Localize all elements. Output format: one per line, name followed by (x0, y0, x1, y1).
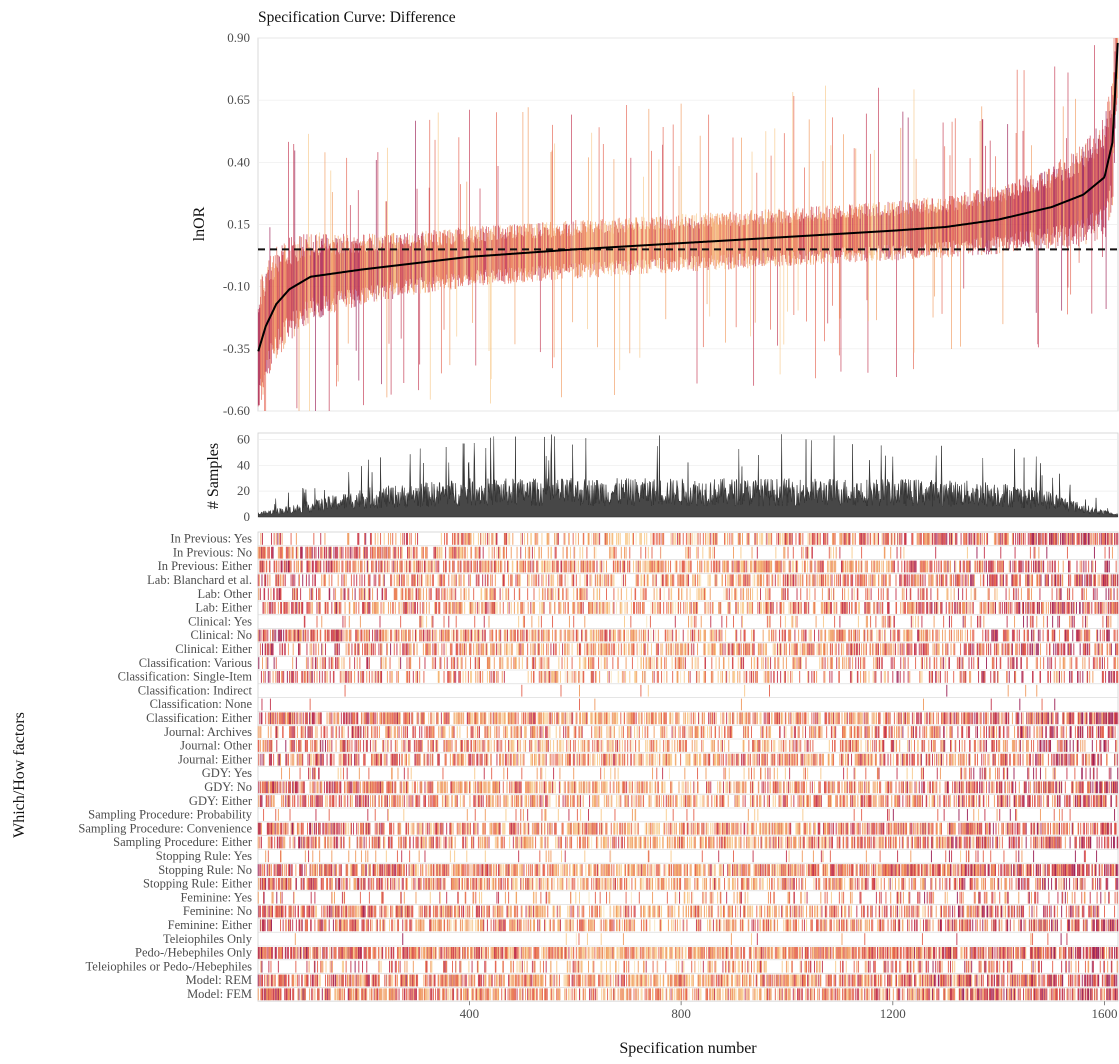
factor-label: In Previous: Yes (170, 532, 252, 546)
factor-label: Clinical: No (191, 628, 252, 642)
factor-label: Lab: Blanchard et al. (147, 573, 252, 587)
samples-axis-title: # Samples (205, 443, 222, 509)
samples-tick-label: 0 (244, 509, 251, 524)
estimate-tick-label: 0.40 (227, 154, 250, 169)
factor-label: In Previous: No (173, 545, 252, 559)
chart-title: Specification Curve: Difference (258, 9, 456, 26)
factors-axis-title: Which/How factors (11, 712, 28, 838)
factor-label: Lab: Either (195, 601, 252, 615)
factor-label: Lab: Other (198, 587, 253, 601)
x-axis-title: Specification number (619, 1040, 757, 1057)
estimate-tick-label: 0.90 (227, 30, 250, 45)
estimate-axis-title: lnOR (191, 206, 208, 241)
factor-label: In Previous: Either (158, 559, 253, 573)
estimate-panel: -0.60 -0.35 -0.10 0.15 0.40 0.65 0.90 (223, 30, 1118, 418)
samples-tick-label: 60 (237, 431, 250, 446)
factor-label: Clinical: Yes (188, 614, 252, 628)
estimate-tick-label: -0.60 (223, 403, 250, 418)
estimate-tick-label: 0.65 (227, 92, 250, 107)
estimate-tick-label: -0.35 (223, 341, 250, 356)
estimate-tick-label: -0.10 (223, 279, 250, 294)
samples-tick-label: 20 (237, 483, 250, 498)
samples-panel: 0 20 40 60 (237, 431, 1118, 524)
estimate-tick-label: 0.15 (227, 217, 250, 232)
samples-tick-label: 40 (237, 457, 250, 472)
